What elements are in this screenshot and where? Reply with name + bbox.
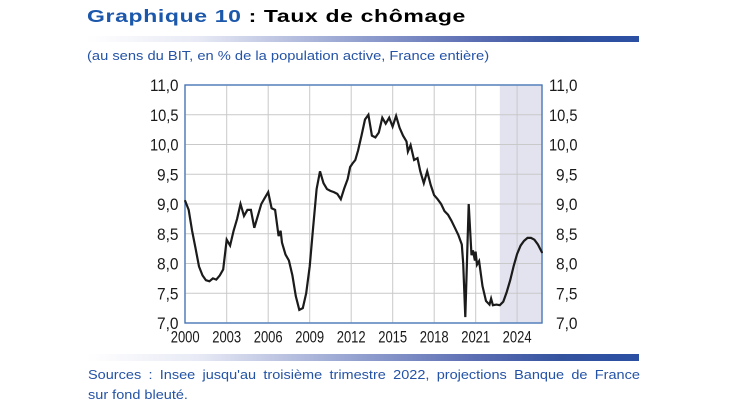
svg-text:7,5: 7,5 [157,285,179,304]
svg-text:2000: 2000 [171,327,200,346]
svg-text:8,5: 8,5 [556,225,578,244]
svg-text:9,5: 9,5 [556,166,578,185]
svg-text:2024: 2024 [503,327,532,346]
svg-text:2006: 2006 [254,327,283,346]
svg-text:8,0: 8,0 [157,255,179,274]
svg-text:10,0: 10,0 [549,136,578,155]
svg-text:10,5: 10,5 [150,106,179,125]
svg-text:2015: 2015 [378,327,407,346]
svg-text:11,0: 11,0 [549,76,578,95]
svg-text:2012: 2012 [337,327,366,346]
svg-text:10,0: 10,0 [150,136,179,155]
svg-text:10,5: 10,5 [549,106,578,125]
svg-text:7,0: 7,0 [556,314,578,333]
svg-text:9,0: 9,0 [157,195,179,214]
svg-text:9,0: 9,0 [556,195,578,214]
svg-text:7,5: 7,5 [556,285,578,304]
svg-text:8,5: 8,5 [157,225,179,244]
svg-text:2009: 2009 [295,327,324,346]
svg-text:11,0: 11,0 [150,76,179,95]
svg-text:2003: 2003 [212,327,241,346]
svg-text:8,0: 8,0 [556,255,578,274]
svg-text:2018: 2018 [420,327,449,346]
svg-text:9,5: 9,5 [157,166,179,185]
svg-text:2021: 2021 [461,327,490,346]
svg-text:7,0: 7,0 [157,314,179,333]
